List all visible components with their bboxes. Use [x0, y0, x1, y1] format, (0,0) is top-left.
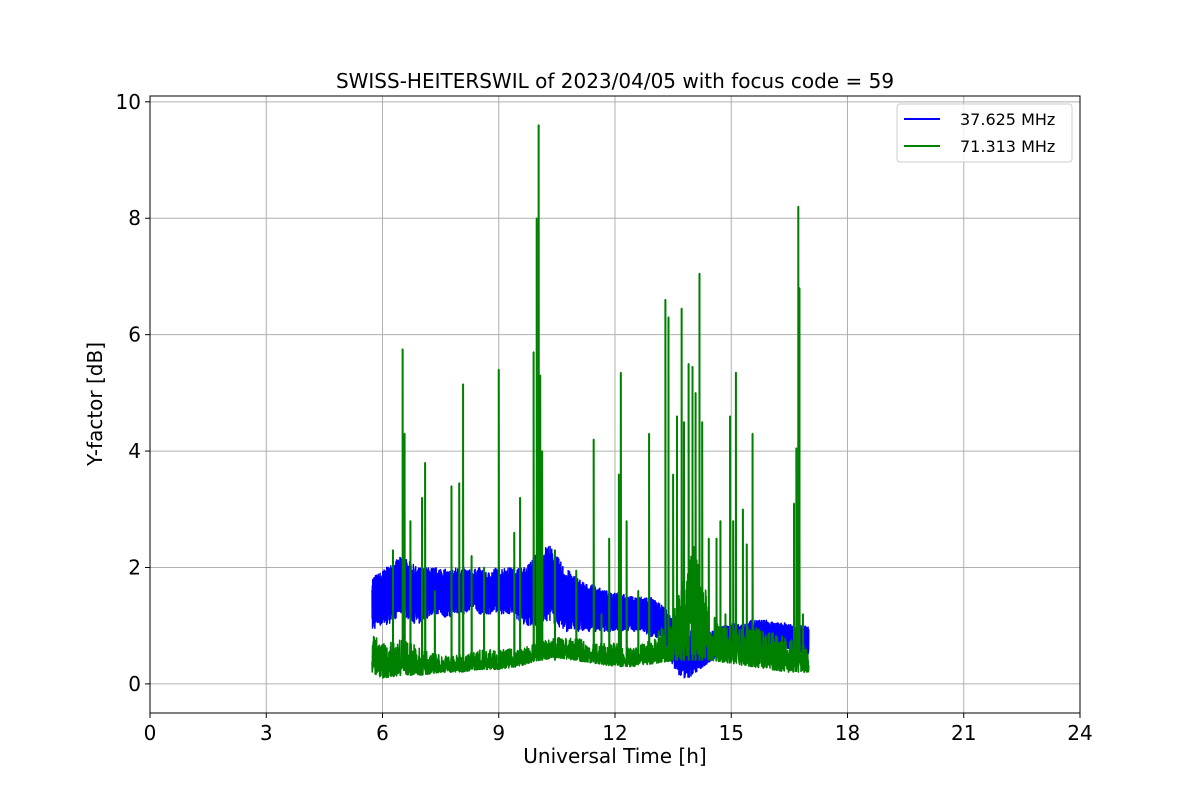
y-tick-label: 2	[128, 555, 141, 579]
y-tick-label: 4	[128, 439, 141, 463]
y-tick-label: 8	[128, 206, 141, 230]
legend-label-37mhz: 37.625 MHz	[960, 110, 1055, 129]
x-tick-label: 12	[602, 721, 627, 745]
legend-label-71mhz: 71.313 MHz	[960, 137, 1055, 156]
x-tick-label: 9	[492, 721, 505, 745]
chart-title: SWISS-HEITERSWIL of 2023/04/05 with focu…	[336, 69, 894, 93]
series-layer	[371, 124, 810, 679]
x-tick-label: 15	[719, 721, 744, 745]
x-tick-label: 3	[260, 721, 273, 745]
y-tick-label: 10	[116, 90, 141, 114]
x-tick-label: 24	[1067, 721, 1092, 745]
legend-box	[896, 103, 1073, 163]
y-axis-label: Y-factor [dB]	[83, 342, 107, 467]
y-tick-label: 0	[128, 672, 141, 696]
x-tick-label: 0	[144, 721, 157, 745]
x-tick-label: 6	[376, 721, 389, 745]
x-axis-label: Universal Time [h]	[523, 744, 706, 768]
x-tick-label: 21	[951, 721, 976, 745]
x-tick-label: 18	[835, 721, 860, 745]
y-tick-label: 6	[128, 323, 141, 347]
legend: 37.625 MHz 71.313 MHz	[896, 103, 1073, 163]
